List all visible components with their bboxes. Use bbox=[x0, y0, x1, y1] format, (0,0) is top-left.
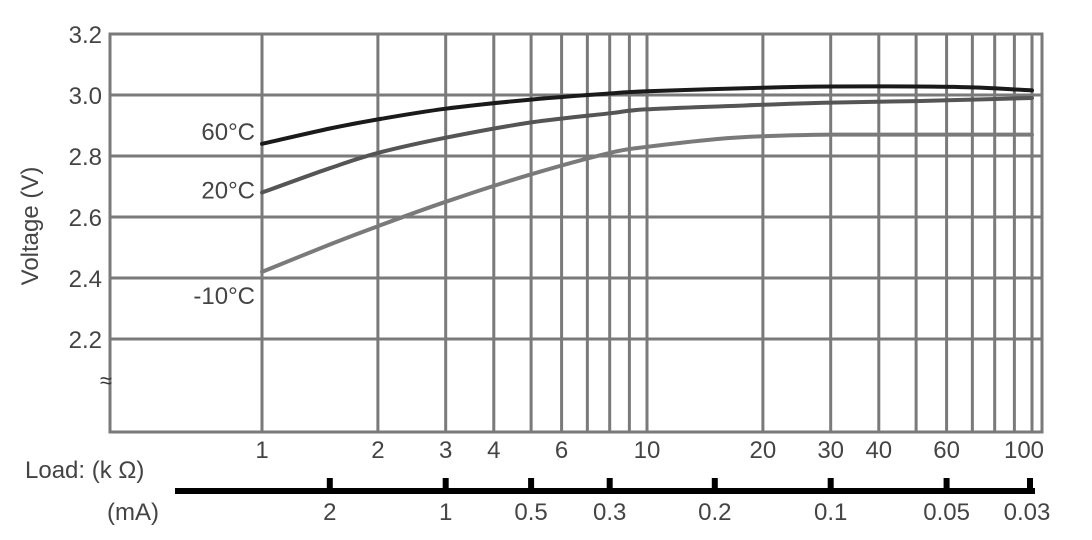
x-axis-label: Load: (k Ω) bbox=[25, 457, 144, 484]
y-tick-label: 2.4 bbox=[69, 266, 102, 293]
grid bbox=[110, 32, 1042, 432]
series-line bbox=[260, 132, 1034, 274]
secondary-axis-tick-label: 0.3 bbox=[593, 499, 626, 526]
secondary-axis-tick-label: 0.5 bbox=[514, 499, 547, 526]
y-tick-label: 2.2 bbox=[69, 327, 102, 354]
series-line bbox=[260, 96, 1034, 195]
y-tick-label: 3.2 bbox=[69, 22, 102, 49]
x-tick-label: 30 bbox=[817, 437, 844, 464]
secondary-axis-tick-label: 0.2 bbox=[698, 499, 731, 526]
secondary-axis-tick-label: 0.03 bbox=[1004, 499, 1051, 526]
x-tick-label: 100 bbox=[1004, 437, 1044, 464]
series-label: 60°C bbox=[201, 119, 255, 146]
series-label: -10°C bbox=[193, 283, 255, 310]
series-label: 20°C bbox=[201, 178, 255, 205]
x-tick-label: 10 bbox=[634, 437, 661, 464]
x-tick-label: 4 bbox=[487, 437, 500, 464]
secondary-axis-tick-label: 0.05 bbox=[923, 499, 970, 526]
series-line bbox=[260, 84, 1034, 146]
secondary-axis-tick-label: 2 bbox=[323, 499, 336, 526]
y-tick-labels: 2.2 2.4 2.6 2.8 3.0 3.2 bbox=[69, 22, 102, 354]
secondary-axis-tick-label: 0.1 bbox=[814, 499, 847, 526]
y-tick-label: 2.8 bbox=[69, 144, 102, 171]
y-tick-label: 2.6 bbox=[69, 205, 102, 232]
x2-axis-label: (mA) bbox=[107, 499, 159, 526]
x-tick-label: 6 bbox=[555, 437, 568, 464]
secondary-axis: 2 1 0.5 0.3 0.2 0.1 0.05 0.03 bbox=[175, 478, 1050, 526]
x-tick-label: 2 bbox=[371, 437, 384, 464]
y-tick-label: 3.0 bbox=[69, 83, 102, 110]
y-axis-label: Voltage (V) bbox=[17, 167, 44, 286]
series-labels: 60°C 20°C -10°C bbox=[193, 119, 255, 310]
x-tick-label: 1 bbox=[255, 437, 268, 464]
series-lines bbox=[260, 84, 1034, 274]
x-tick-label: 60 bbox=[933, 437, 960, 464]
x-tick-labels: 1 2 3 4 6 10 20 30 40 60 100 bbox=[255, 437, 1044, 464]
y-axis-break: ≈ bbox=[100, 368, 112, 393]
x-tick-label: 40 bbox=[865, 437, 892, 464]
x-tick-label: 20 bbox=[750, 437, 777, 464]
secondary-axis-tick-label: 1 bbox=[439, 499, 452, 526]
x-tick-label: 3 bbox=[439, 437, 452, 464]
plot-frame bbox=[108, 32, 1044, 434]
